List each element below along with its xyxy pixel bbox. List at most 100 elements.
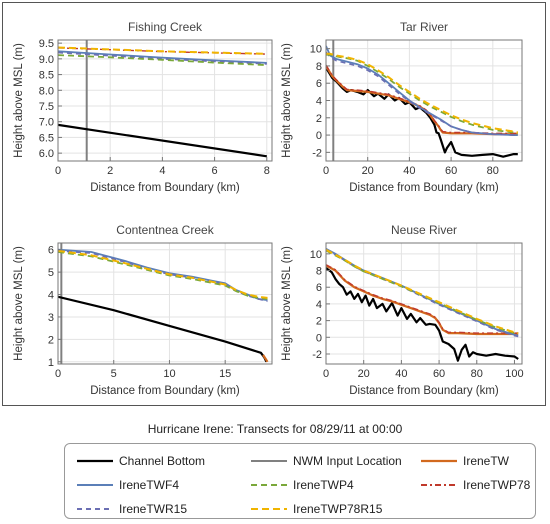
y-tick-label: 3 — [48, 312, 54, 324]
legend-label: IreneTWP78R15 — [293, 502, 383, 516]
x-tick-label: 4 — [159, 165, 165, 177]
y-tick-label: 10 — [310, 44, 322, 56]
figure-caption: Hurricane Irene: Transects for 08/29/11 … — [147, 422, 403, 436]
x-tick-label: 0 — [55, 165, 61, 177]
y-tick-label: 4 — [48, 290, 54, 302]
x-axis-label: Distance from Boundary (km) — [90, 385, 240, 397]
figure-frame: 0 2 4 6 8 6.0 6.5 7.0 7.5 8.0 8.5 9.0 9.5 Fishing Cre… — [2, 2, 546, 406]
y-tick-label: 2 — [316, 316, 322, 328]
x-tick-label: 100 — [505, 368, 523, 380]
y-axis-label: Height above MSL (m) — [281, 246, 293, 361]
x-tick-label: 0 — [55, 368, 61, 380]
y-tick-label: 7.5 — [39, 101, 54, 113]
legend-label: Channel Bottom — [119, 454, 206, 468]
x-tick-label: 80 — [471, 368, 483, 380]
x-axis-label: Distance from Boundary (km) — [349, 385, 499, 397]
chart-panels: 0 2 4 6 8 6.0 6.5 7.0 7.5 8.0 8.5 9.0 9.5 Fishing Cre… — [13, 20, 524, 397]
x-tick-label: 60 — [445, 165, 457, 177]
y-tick-label: 8.5 — [39, 70, 54, 82]
y-tick-label: 10 — [310, 249, 322, 261]
y-tick-label: 4 — [316, 299, 322, 311]
x-tick-label: 0 — [323, 368, 329, 380]
x-tick-label: 20 — [358, 368, 370, 380]
legend-swatch — [251, 508, 287, 510]
y-tick-label: 6 — [48, 245, 54, 257]
series-line-irenetwp78r15 — [58, 249, 268, 299]
legend-label: IreneTWP4 — [293, 478, 354, 492]
x-tick-label: 15 — [219, 368, 231, 380]
y-tick-label: 0 — [316, 332, 322, 344]
series-line-irenetw — [262, 354, 269, 363]
series-line-channel-bottom — [326, 267, 519, 362]
legend-label: IreneTW — [463, 454, 510, 468]
legend: Channel Bottom NWM Input Location IreneTW I… — [64, 443, 536, 519]
legend-swatch — [77, 459, 113, 463]
y-tick-label: 6 — [316, 78, 322, 90]
series-line-irenetwp4 — [326, 53, 518, 135]
x-axis-label: Distance from Boundary (km) — [90, 182, 240, 194]
series-line-irenetwf4 — [58, 50, 267, 64]
y-tick-label: 9.5 — [39, 38, 54, 50]
legend-label: IreneTWP78 — [463, 478, 531, 492]
x-tick-label: 60 — [433, 368, 445, 380]
chart-panel-2: 0 5 10 15 1 2 3 4 5 6 Contentnea Creek Distance fro… — [13, 223, 273, 397]
x-axis-label: Distance from Boundary (km) — [349, 182, 499, 194]
panel-title: Fishing Creek — [128, 20, 203, 34]
y-tick-label: 8.0 — [39, 85, 54, 97]
series-line-irenetwr15 — [58, 51, 267, 65]
series-line-irenetwf4 — [326, 45, 518, 136]
y-tick-label: -2 — [312, 349, 322, 361]
y-tick-label: 2 — [48, 334, 54, 346]
legend-swatch — [251, 484, 287, 486]
y-tick-label: 4 — [316, 96, 322, 108]
legend-label: IreneTWR15 — [119, 502, 188, 516]
series-line-channel-bottom — [58, 123, 267, 158]
x-tick-label: 8 — [264, 165, 270, 177]
y-tick-label: 8 — [316, 266, 322, 278]
panel-title: Neuse River — [391, 223, 457, 237]
panel-title: Contentnea Creek — [116, 223, 214, 237]
y-tick-label: 0 — [316, 130, 322, 142]
series-line-irenetwp4 — [58, 54, 267, 66]
plot-frame — [57, 39, 273, 162]
legend-swatch — [421, 484, 457, 486]
series-line-irenetwp78r15 — [326, 52, 519, 134]
y-tick-label: 7.0 — [39, 117, 54, 129]
plot-frame — [57, 242, 273, 365]
series-line-irenetw — [326, 264, 519, 336]
plot-area — [58, 243, 272, 364]
legend-swatch — [421, 459, 457, 463]
series-line-irenetwp4 — [58, 251, 268, 300]
x-tick-label: 2 — [107, 165, 113, 177]
y-tick-label: 1 — [48, 357, 54, 369]
y-tick-label: 8 — [316, 61, 322, 73]
x-tick-label: 80 — [487, 165, 499, 177]
series-line-irenetwp78r15 — [58, 46, 267, 55]
chart-panel-0: 0 2 4 6 8 6.0 6.5 7.0 7.5 8.0 8.5 9.0 9.5 Fishing Cre… — [13, 20, 273, 194]
x-tick-label: 20 — [362, 165, 374, 177]
x-tick-label: 40 — [403, 165, 415, 177]
series-line-irenetwp78r15 — [326, 248, 519, 335]
series-line-irenetwf4 — [58, 248, 268, 301]
y-axis-label: Height above MSL (m) — [13, 246, 25, 361]
y-tick-label: -2 — [312, 147, 322, 159]
legend-label: NWM Input Location — [293, 454, 402, 468]
y-tick-label: 6.5 — [39, 132, 54, 144]
y-axis-label: Height above MSL (m) — [13, 43, 25, 158]
x-tick-label: 0 — [323, 165, 329, 177]
panel-title: Tar River — [400, 20, 448, 34]
legend-swatch — [251, 460, 287, 462]
y-tick-label: 5 — [48, 267, 54, 279]
y-axis-label: Height above MSL (m) — [281, 43, 293, 158]
x-tick-label: 6 — [212, 165, 218, 177]
x-tick-label: 40 — [395, 368, 407, 380]
legend-swatch — [77, 484, 113, 486]
x-tick-label: 5 — [111, 368, 117, 380]
y-tick-label: 2 — [316, 113, 322, 125]
y-tick-label: 6 — [316, 282, 322, 294]
legend-swatch — [77, 508, 113, 510]
y-tick-label: 9.0 — [39, 54, 54, 66]
y-tick-label: 6.0 — [39, 148, 54, 160]
